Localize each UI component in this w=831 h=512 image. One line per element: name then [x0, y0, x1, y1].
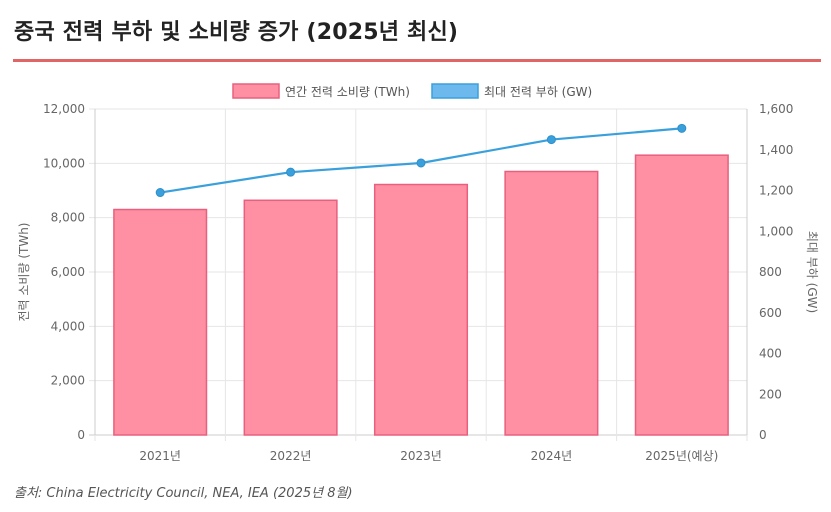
left-tick-label: 2,000	[51, 374, 85, 388]
line-series	[155, 123, 687, 198]
legend-swatch-consumption[interactable]	[232, 83, 280, 99]
legend-swatch-peak-load[interactable]	[431, 83, 479, 99]
x-tick-label: 2022년	[270, 449, 312, 463]
point-peak-load	[155, 188, 165, 198]
x-tick-label: 2025년(예상)	[645, 449, 718, 463]
right-tick-label: 0	[759, 428, 767, 442]
right-tick-label: 200	[759, 387, 782, 401]
left-axis-ticks: 0 2,000 4,000 6,000 8,000 10,000 12,000	[43, 102, 85, 442]
left-tick-label: 8,000	[51, 211, 85, 225]
left-tick-label: 6,000	[51, 265, 85, 279]
x-tick-label: 2021년	[139, 449, 181, 463]
right-tick-label: 600	[759, 306, 782, 320]
left-tick-label: 12,000	[43, 102, 85, 116]
left-tick-label: 10,000	[43, 156, 85, 170]
point-peak-load	[416, 158, 426, 168]
bar-consumption	[113, 208, 208, 436]
right-axis-ticks: 0 200 400 600 800 1,000 1,200 1,400 1,600	[759, 102, 793, 442]
bar-consumption	[634, 154, 729, 436]
point-peak-load	[546, 135, 556, 145]
title-divider	[13, 59, 821, 62]
point-peak-load	[286, 167, 296, 177]
x-tick-label: 2023년	[400, 449, 442, 463]
point-peak-load	[677, 123, 687, 133]
right-tick-label: 1,600	[759, 102, 793, 116]
right-tick-label: 1,000	[759, 224, 793, 238]
right-axis-title: 최대 부하 (GW)	[805, 231, 819, 313]
source-note: 출처: China Electricity Council, NEA, IEA …	[14, 486, 353, 501]
legend: 연간 전력 소비량 (TWh) 최대 전력 부하 (GW)	[232, 83, 592, 99]
chart-title: 중국 전력 부하 및 소비량 증가 (2025년 최신)	[14, 20, 459, 45]
bar-series	[113, 154, 729, 436]
left-tick-label: 0	[77, 428, 85, 442]
right-tick-label: 1,400	[759, 143, 793, 157]
bar-consumption	[373, 183, 469, 436]
left-axis-title: 전력 소비량 (TWh)	[17, 223, 31, 322]
right-tick-label: 1,200	[759, 184, 793, 198]
right-tick-label: 800	[759, 265, 782, 279]
right-tick-label: 400	[759, 347, 782, 361]
bar-consumption	[504, 170, 599, 436]
x-tick-label: 2024년	[531, 449, 573, 463]
bar-consumption	[243, 199, 338, 436]
left-tick-label: 4,000	[51, 319, 85, 333]
legend-label-peak-load[interactable]: 최대 전력 부하 (GW)	[484, 85, 592, 99]
x-axis-ticks: 2021년 2022년 2023년 2024년 2025년(예상)	[139, 449, 718, 463]
legend-label-consumption[interactable]: 연간 전력 소비량 (TWh)	[285, 85, 410, 99]
combo-chart: 0 2,000 4,000 6,000 8,000 10,000 12,000 0 200 40…	[17, 83, 819, 463]
